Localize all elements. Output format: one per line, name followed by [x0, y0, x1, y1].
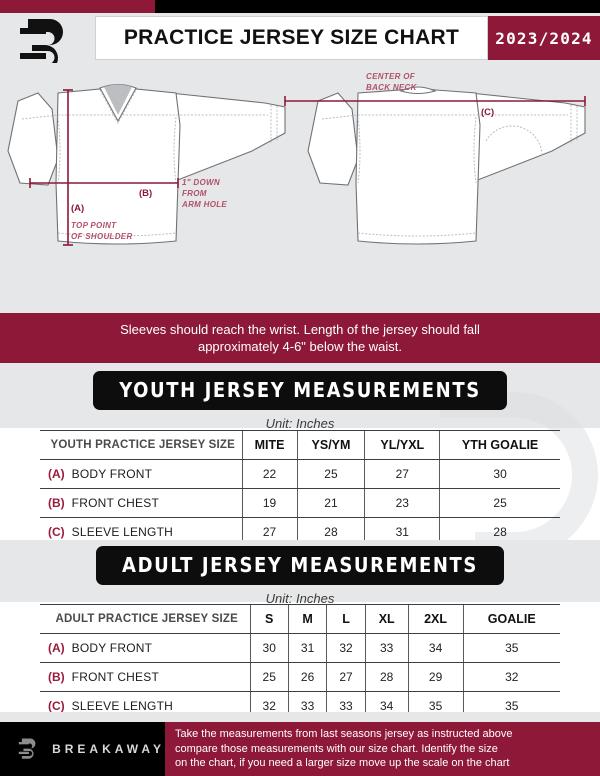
adult-col-m: M: [287, 604, 327, 634]
youth-heading: YOUTH JERSEY MEASUREMENTS: [93, 371, 507, 410]
header-title-box: PRACTICE JERSEY SIZE CHART: [95, 16, 488, 60]
youth-section-header: YOUTH JERSEY MEASUREMENTS Unit: Inches: [0, 371, 600, 431]
top-strip-maroon: [0, 0, 155, 13]
footer-instructions: Take the measurements from last seasons …: [165, 722, 600, 776]
adult-cell-b-l: 27: [326, 662, 366, 692]
youth-table-header-row: YOUTH PRACTICE JERSEY SIZE MITE YS/YM YL…: [40, 430, 560, 460]
row-name-sleeve-length: SLEEVE LENGTH: [71, 699, 173, 713]
row-name-sleeve-length: SLEEVE LENGTH: [71, 525, 173, 539]
fit-note-line1: Sleeves should reach the wrist. Length o…: [120, 321, 480, 337]
adult-col-goalie: GOALIE: [462, 604, 560, 634]
adult-col-s: S: [249, 604, 289, 634]
adult-cell-a-2xl: 34: [407, 633, 463, 663]
row-name-body-front: BODY FRONT: [71, 467, 153, 481]
season-badge: 2023/2024: [488, 16, 600, 60]
fit-note-banner: Sleeves should reach the wrist. Length o…: [0, 313, 600, 363]
adult-cell-a-xl: 33: [364, 633, 409, 663]
table-row: (A) BODY FRONT 22 25 27 30: [40, 459, 560, 489]
adult-table-header-row: ADULT PRACTICE JERSEY SIZE S M L XL 2XL …: [40, 604, 560, 634]
adult-row-label-b: (B) FRONT CHEST: [40, 662, 250, 692]
row-tag-a: (A): [48, 641, 65, 655]
breakaway-b-logo-icon: [18, 738, 36, 759]
footer-line3: on the chart, if you need a larger size …: [175, 757, 510, 770]
breakaway-b-logo-icon: [18, 11, 80, 81]
row-tag-a: (A): [48, 467, 65, 481]
youth-unit-label: Unit: Inches: [265, 416, 335, 431]
footer-spacer-band: [0, 712, 600, 722]
youth-cell-b-ylyxl: 23: [364, 488, 440, 518]
adult-cell-a-l: 32: [326, 633, 366, 663]
adult-unit-label: Unit: Inches: [265, 591, 335, 606]
footer-brand-block: BREAKAWAY: [0, 722, 165, 776]
youth-size-table: YOUTH PRACTICE JERSEY SIZE MITE YS/YM YL…: [40, 430, 560, 547]
footer-line1: Take the measurements from last seasons …: [175, 727, 513, 740]
adult-col-2xl: 2XL: [407, 604, 463, 634]
youth-cell-b-ysym: 21: [296, 488, 365, 518]
front-note-b-line3: ARM HOLE: [181, 200, 227, 209]
row-name-front-chest: FRONT CHEST: [71, 670, 159, 684]
row-name-front-chest: FRONT CHEST: [71, 496, 159, 510]
youth-cell-a-ylyxl: 27: [364, 459, 440, 489]
front-note-a-line2: OF SHOULDER: [71, 232, 133, 241]
youth-cell-a-mite: 22: [241, 459, 298, 489]
jersey-diagram-panel: .jl { fill:#ffffff; stroke:#6f7276; stro…: [0, 63, 600, 313]
season-label: 2023/2024: [495, 28, 593, 48]
jersey-front-diagram: (B) (A) TOP POINT OF SHOULDER 1" DOWN FR…: [7, 83, 286, 246]
jersey-back-diagram: (C) CENTER OF BACK NECK: [284, 72, 586, 245]
jersey-diagrams-svg: .jl { fill:#ffffff; stroke:#6f7276; stro…: [7, 72, 586, 246]
footer-brand-name: BREAKAWAY: [52, 742, 165, 756]
row-tag-c: (C): [48, 699, 65, 713]
back-note-neck-line1: CENTER OF: [366, 72, 416, 81]
page-footer: BREAKAWAY Take the measurements from las…: [0, 722, 600, 776]
row-tag-c: (C): [48, 525, 65, 539]
row-name-body-front: BODY FRONT: [71, 641, 153, 655]
adult-cell-b-s: 25: [249, 662, 289, 692]
fit-note-line2: approximately 4-6" below the waist.: [197, 339, 403, 354]
adult-cell-b-goalie: 32: [462, 662, 560, 692]
table-row: (A) BODY FRONT 30 31 32 33 34 35: [40, 633, 560, 663]
page-title: PRACTICE JERSEY SIZE CHART: [123, 26, 460, 49]
youth-col-mite: MITE: [241, 430, 298, 460]
youth-cell-a-goalie: 30: [439, 459, 560, 489]
page-header: PRACTICE JERSEY SIZE CHART 2023/2024: [0, 13, 600, 71]
front-label-a: (A): [71, 203, 84, 214]
table-row: (B) FRONT CHEST 19 21 23 25: [40, 488, 560, 518]
youth-row-label-a: (A) BODY FRONT: [40, 459, 242, 489]
adult-col-size: ADULT PRACTICE JERSEY SIZE: [40, 604, 250, 634]
row-tag-b: (B): [48, 496, 65, 510]
adult-size-table: ADULT PRACTICE JERSEY SIZE S M L XL 2XL …: [40, 604, 560, 721]
adult-cell-a-m: 31: [287, 633, 327, 663]
adult-cell-b-xl: 28: [364, 662, 409, 692]
back-note-neck-line2: BACK NECK: [366, 83, 418, 92]
youth-col-yth-goalie: YTH GOALIE: [439, 430, 560, 460]
adult-section-header: ADULT JERSEY MEASUREMENTS Unit: Inches: [0, 546, 600, 606]
adult-cell-b-m: 26: [287, 662, 327, 692]
row-tag-b: (B): [48, 670, 65, 684]
front-note-b-line1: 1" DOWN: [182, 178, 220, 187]
front-label-b: (B): [139, 188, 152, 199]
youth-cell-b-goalie: 25: [439, 488, 560, 518]
youth-col-size: YOUTH PRACTICE JERSEY SIZE: [40, 430, 242, 460]
front-note-a-line1: TOP POINT: [71, 221, 117, 230]
front-note-b-line2: FROM: [182, 189, 207, 198]
back-label-c: (C): [481, 107, 494, 118]
youth-col-yl-yxl: YL/YXL: [364, 430, 440, 460]
youth-row-label-b: (B) FRONT CHEST: [40, 488, 242, 518]
adult-cell-a-s: 30: [249, 633, 289, 663]
footer-line2: compare those measurements with our size…: [175, 742, 498, 755]
youth-cell-b-mite: 19: [241, 488, 298, 518]
adult-row-label-a: (A) BODY FRONT: [40, 633, 250, 663]
adult-heading: ADULT JERSEY MEASUREMENTS: [96, 546, 504, 585]
adult-col-l: L: [326, 604, 366, 634]
adult-cell-b-2xl: 29: [407, 662, 463, 692]
youth-cell-a-ysym: 25: [296, 459, 365, 489]
table-row: (B) FRONT CHEST 25 26 27 28 29 32: [40, 662, 560, 692]
adult-cell-a-goalie: 35: [462, 633, 560, 663]
adult-col-xl: XL: [364, 604, 409, 634]
youth-col-ys-ym: YS/YM: [296, 430, 365, 460]
